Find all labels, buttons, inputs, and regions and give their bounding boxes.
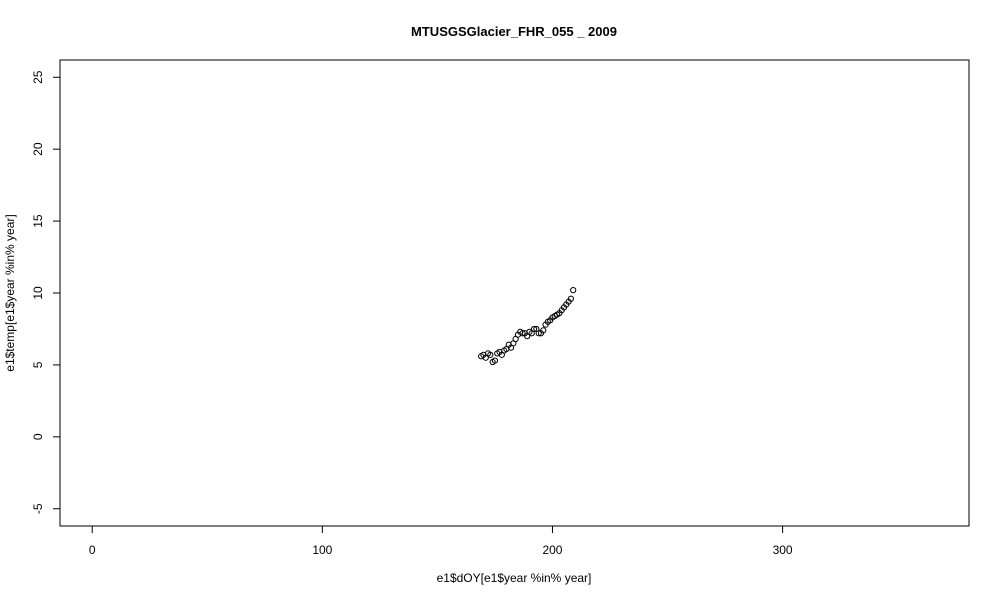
data-point — [530, 325, 538, 333]
x-tick-label: 300 — [773, 543, 793, 557]
data-points — [478, 287, 577, 366]
y-tick-label: 0 — [31, 433, 45, 440]
y-axis: -5 0 5 10 15 20 25 — [31, 70, 61, 514]
data-point — [567, 295, 574, 302]
data-point — [491, 357, 499, 364]
chart-title: MTUSGSGlacier_FHR_055 _ 2009 — [411, 24, 617, 39]
plot-frame — [59, 59, 970, 527]
x-axis: 0 100 200 300 — [89, 525, 793, 557]
x-axis-label: e1$dOY[e1$year %in% year] — [437, 571, 592, 585]
y-tick-label: 20 — [31, 142, 45, 156]
x-tick-label: 200 — [542, 543, 562, 557]
data-point — [487, 351, 494, 358]
y-axis-label: e1$temp[e1$year %in% year] — [3, 214, 17, 371]
y-tick-label: -5 — [31, 503, 45, 514]
y-tick-label: 25 — [31, 70, 45, 84]
x-tick-label: 100 — [312, 543, 332, 557]
x-tick-label: 0 — [89, 543, 96, 557]
data-point — [570, 287, 577, 294]
y-tick-label: 15 — [31, 214, 45, 228]
data-point — [519, 330, 526, 337]
data-point — [535, 330, 542, 337]
y-tick-label: 5 — [31, 361, 45, 368]
y-tick-label: 10 — [31, 286, 45, 300]
data-point — [540, 327, 547, 334]
